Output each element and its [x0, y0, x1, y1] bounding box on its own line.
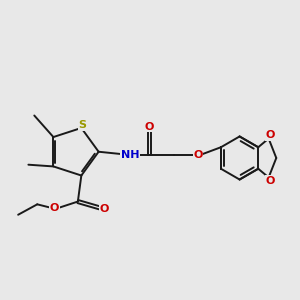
Text: O: O	[193, 149, 203, 160]
Text: O: O	[145, 122, 154, 132]
Text: O: O	[266, 130, 275, 140]
Text: O: O	[266, 176, 275, 186]
Text: NH: NH	[121, 149, 140, 160]
Text: O: O	[100, 204, 109, 214]
Text: O: O	[50, 203, 59, 213]
Text: S: S	[79, 120, 87, 130]
